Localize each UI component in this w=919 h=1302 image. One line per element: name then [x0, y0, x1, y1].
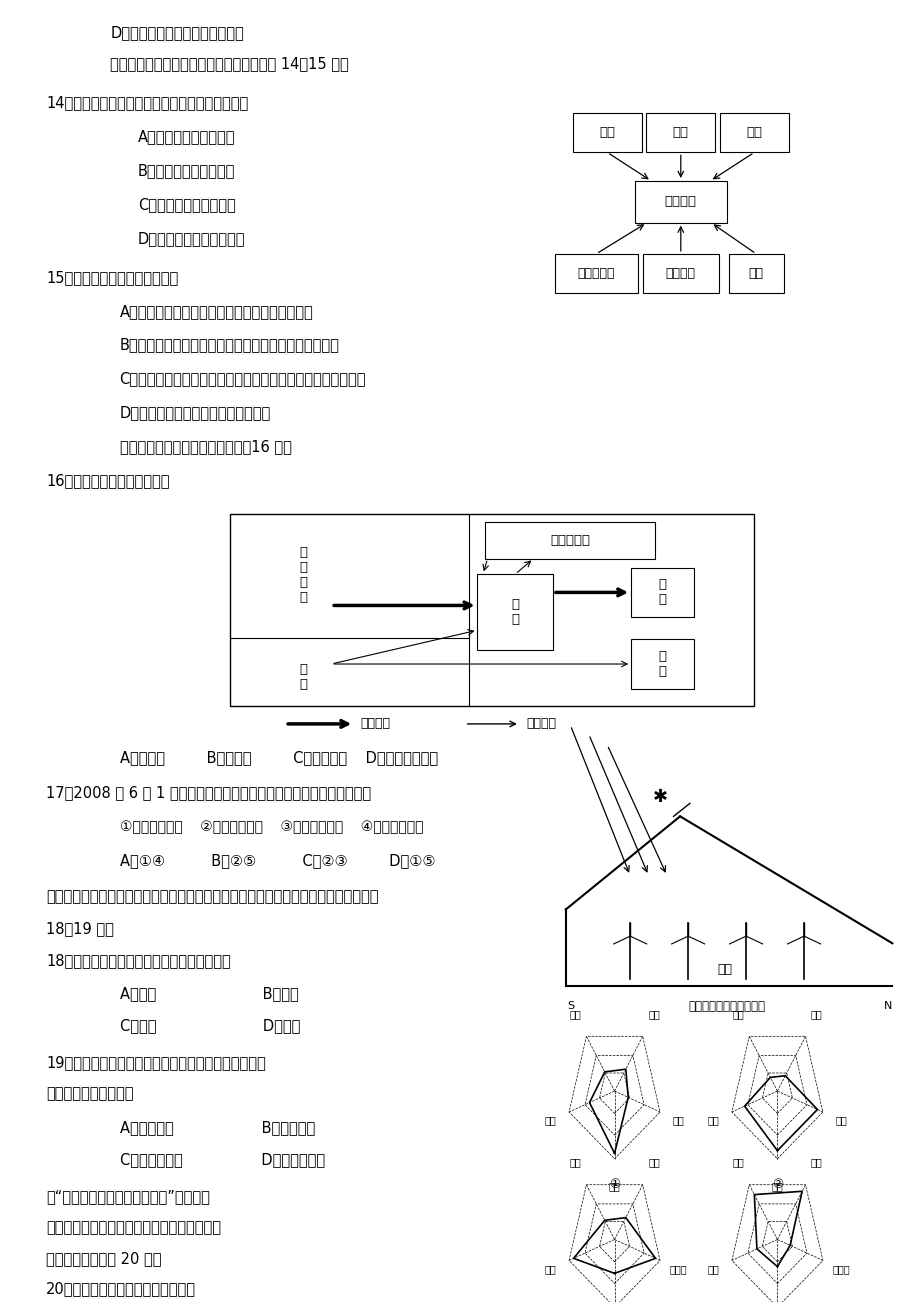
- Text: 蔬菜: 蔬菜: [717, 963, 732, 976]
- Text: 土壤: 土壤: [745, 126, 762, 139]
- Text: 能源: 能源: [569, 1157, 580, 1168]
- Text: C．上海郊区发展园艺业: C．上海郊区发展园艺业: [138, 197, 235, 212]
- Text: 劳动力: 劳动力: [669, 1264, 686, 1273]
- Text: A．热量                       B．光照: A．热量 B．光照: [119, 986, 298, 1001]
- Text: 牜畜育肥厂: 牜畜育肥厂: [550, 534, 590, 547]
- FancyBboxPatch shape: [630, 639, 693, 689]
- FancyBboxPatch shape: [630, 568, 693, 617]
- Text: 右图是影响农业区位的主要因素，读图完成 14～15 题。: 右图是影响农业区位的主要因素，读图完成 14～15 题。: [110, 56, 349, 72]
- Text: 劳动力: 劳动力: [832, 1264, 849, 1273]
- Text: A．图中未表示出来的重要因素还有水源、科技等: A．图中未表示出来的重要因素还有水源、科技等: [119, 303, 313, 319]
- Text: 政策: 政策: [748, 267, 763, 280]
- FancyBboxPatch shape: [554, 254, 637, 293]
- Text: A．横断山区的立体农业: A．横断山区的立体农业: [138, 129, 235, 145]
- Text: 原料: 原料: [648, 1009, 659, 1019]
- Text: 原料: 原料: [811, 1009, 822, 1019]
- Text: 技术: 技术: [834, 1116, 846, 1125]
- Text: 点与中心距离的长短表示各区位因素影响程度: 点与中心距离的长短表示各区位因素影响程度: [46, 1220, 221, 1236]
- Text: 技术: 技术: [672, 1116, 684, 1125]
- Text: 天
然
牧
草: 天 然 牧 草: [300, 547, 307, 604]
- Text: 读某地农业生产联系示意图，回等16 题。: 读某地农业生产联系示意图，回等16 题。: [119, 439, 291, 454]
- Text: 19．大棚中生产出来的蔬菜质量略逃于自然状态下生长: 19．大棚中生产出来的蔬菜质量略逃于自然状态下生长: [46, 1055, 266, 1070]
- Text: 交通: 交通: [707, 1264, 719, 1273]
- Text: 能源: 能源: [732, 1009, 743, 1019]
- Text: D．影响农业的区位因素是一成不变的: D．影响农业的区位因素是一成不变的: [119, 405, 270, 421]
- FancyBboxPatch shape: [572, 113, 641, 152]
- Text: N: N: [882, 1001, 891, 1012]
- Text: 16．图示农业生产地域类型是: 16．图示农业生产地域类型是: [46, 473, 169, 488]
- Text: 主要流向: 主要流向: [360, 717, 391, 730]
- Text: ✱: ✱: [652, 788, 667, 806]
- Text: 市
场: 市 场: [658, 578, 665, 607]
- FancyBboxPatch shape: [230, 514, 754, 706]
- Text: 的蔬菜，原因是大棚中: 的蔬菜，原因是大棚中: [46, 1086, 133, 1101]
- Text: 作
物: 作 物: [300, 663, 307, 691]
- Text: 市场: 市场: [608, 1181, 619, 1191]
- Text: C．影响亚洲季风水田农业地域类型形成的根本原因是科技水平: C．影响亚洲季风水田农业地域类型形成的根本原因是科技水平: [119, 371, 366, 387]
- Text: D．将大同一批优质煤运往秦皇岛: D．将大同一批优质煤运往秦皇岛: [110, 25, 244, 40]
- Text: 塑料大棚生产蔬菜示意图: 塑料大棚生产蔬菜示意图: [687, 1000, 765, 1013]
- Text: 市场: 市场: [771, 1181, 782, 1191]
- Text: 18．塑料大棚生产蔬菜主要改变的自然要素是: 18．塑料大棚生产蔬菜主要改变的自然要素是: [46, 953, 231, 969]
- Text: S: S: [566, 1001, 573, 1012]
- FancyBboxPatch shape: [642, 254, 718, 293]
- Text: 近年来，山东已成为我国北方地区重要的蔬菜生产基地之一。根据右图和所学知识完成: 近年来，山东已成为我国北方地区重要的蔬菜生产基地之一。根据右图和所学知识完成: [46, 889, 378, 905]
- Text: 气候: 气候: [598, 126, 615, 139]
- Text: 原料: 原料: [648, 1157, 659, 1168]
- Text: 17．2008 年 6 月 1 日开始，全国取消无偿提供购物塑料袋的主要目的是: 17．2008 年 6 月 1 日开始，全国取消无偿提供购物塑料袋的主要目的是: [46, 785, 370, 801]
- Text: 的大小），回等第 20 题。: 的大小），回等第 20 题。: [46, 1251, 162, 1267]
- Text: 交通: 交通: [707, 1116, 719, 1125]
- Text: A．①④          B．②⑤          C．②③         D．①⑤: A．①④ B．②⑤ C．②③ D．①⑤: [119, 853, 435, 868]
- FancyBboxPatch shape: [646, 113, 715, 152]
- Text: 原料: 原料: [811, 1157, 822, 1168]
- Text: 地形: 地形: [672, 126, 688, 139]
- Text: 交通: 交通: [544, 1116, 556, 1125]
- Text: 20．与图示区位条件相匹配的工厂是: 20．与图示区位条件相匹配的工厂是: [46, 1281, 196, 1297]
- FancyBboxPatch shape: [485, 522, 654, 559]
- Text: ②: ②: [771, 1178, 782, 1191]
- Text: 交通运输: 交通运输: [665, 267, 695, 280]
- Text: 读“工业区位因素影响力模式图”（图中各: 读“工业区位因素影响力模式图”（图中各: [46, 1189, 210, 1204]
- FancyBboxPatch shape: [728, 254, 783, 293]
- Text: 14．下列各地区的农业生产与地形因素最密切的是: 14．下列各地区的农业生产与地形因素最密切的是: [46, 95, 248, 111]
- Text: ①减少生产成本    ②减少环境污染    ③降低销售成本    ④降低资源消耗: ①减少生产成本 ②减少环境污染 ③降低销售成本 ④降低资源消耗: [119, 820, 423, 833]
- Text: 15．关于该图的叙述，正确的是: 15．关于该图的叙述，正确的是: [46, 270, 178, 285]
- Text: 农业生产: 农业生产: [664, 195, 696, 208]
- Text: B．海南岛种植天然橡胶: B．海南岛种植天然橡胶: [138, 163, 235, 178]
- FancyBboxPatch shape: [477, 574, 552, 650]
- Text: ①: ①: [608, 1178, 619, 1191]
- Text: 次要流向: 次要流向: [526, 717, 556, 730]
- Text: A．园艺业         B．游牧业         C．混合农业    D．大牧场放牧业: A．园艺业 B．游牧业 C．混合农业 D．大牧场放牧业: [119, 750, 437, 766]
- Text: C．水分                       D．土壤: C．水分 D．土壤: [119, 1018, 300, 1034]
- Text: 18～19 题。: 18～19 题。: [46, 921, 114, 936]
- Text: 市场需求量: 市场需求量: [577, 267, 614, 280]
- Text: D．内蒙古高原发展畜牧业: D．内蒙古高原发展畜牧业: [138, 230, 245, 246]
- Text: 能源: 能源: [569, 1009, 580, 1019]
- Text: A．光照太强                   B．热量不足: A．光照太强 B．热量不足: [119, 1120, 314, 1135]
- Text: C．日温差较小                 D．年温差较大: C．日温差较小 D．年温差较大: [119, 1152, 324, 1168]
- Text: 农
家: 农 家: [658, 650, 665, 678]
- FancyBboxPatch shape: [634, 181, 726, 223]
- FancyBboxPatch shape: [719, 113, 789, 152]
- Text: B．政策的导向是商品谷物农业地域类型形成的主要因素: B．政策的导向是商品谷物农业地域类型形成的主要因素: [119, 337, 339, 353]
- Text: 能源: 能源: [732, 1157, 743, 1168]
- Text: 交通: 交通: [544, 1264, 556, 1273]
- Text: 牧
畜: 牧 畜: [511, 598, 518, 626]
